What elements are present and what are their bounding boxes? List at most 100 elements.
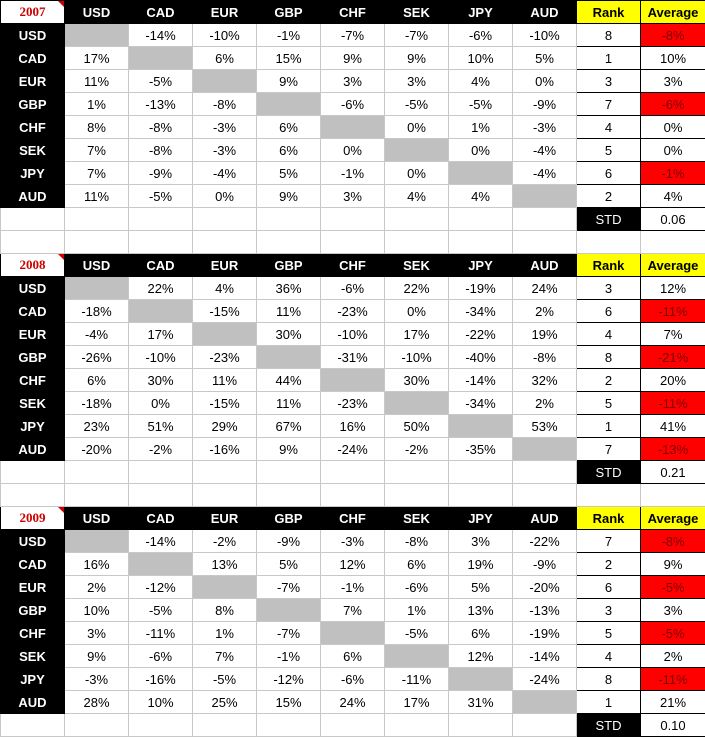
average-cell-negative[interactable]: -6% <box>640 92 705 116</box>
value-cell[interactable]: 3% <box>320 69 385 93</box>
value-cell[interactable]: 2% <box>512 391 577 415</box>
value-cell[interactable]: -12% <box>256 667 321 691</box>
value-cell[interactable]: 9% <box>384 46 449 70</box>
value-cell[interactable]: -4% <box>512 138 577 162</box>
diagonal-cell[interactable] <box>256 92 321 116</box>
year-label[interactable]: 2008 <box>0 253 65 277</box>
row-header[interactable]: AUD <box>0 184 65 208</box>
value-cell[interactable]: -3% <box>512 115 577 139</box>
value-cell[interactable]: 10% <box>64 598 129 622</box>
row-header[interactable]: CAD <box>0 46 65 70</box>
average-header[interactable]: Average <box>640 506 705 530</box>
value-cell[interactable]: 30% <box>256 322 321 346</box>
average-cell[interactable]: 3% <box>640 598 705 622</box>
empty-cell[interactable] <box>256 713 321 737</box>
value-cell[interactable]: 30% <box>384 368 449 392</box>
rank-cell[interactable]: 2 <box>576 184 641 208</box>
column-header[interactable]: JPY <box>448 253 513 277</box>
average-cell[interactable]: 0% <box>640 138 705 162</box>
diagonal-cell[interactable] <box>448 667 513 691</box>
value-cell[interactable]: 23% <box>64 414 129 438</box>
value-cell[interactable]: 44% <box>256 368 321 392</box>
average-cell[interactable]: 9% <box>640 552 705 576</box>
value-cell[interactable]: -1% <box>320 161 385 185</box>
value-cell[interactable]: 1% <box>448 115 513 139</box>
diagonal-cell[interactable] <box>192 69 257 93</box>
value-cell[interactable]: -9% <box>128 161 193 185</box>
value-cell[interactable]: 0% <box>448 138 513 162</box>
value-cell[interactable]: -10% <box>320 322 385 346</box>
value-cell[interactable]: 9% <box>256 184 321 208</box>
value-cell[interactable]: 3% <box>384 69 449 93</box>
rank-cell[interactable]: 6 <box>576 161 641 185</box>
average-cell-negative[interactable]: -5% <box>640 575 705 599</box>
average-cell[interactable]: 10% <box>640 46 705 70</box>
value-cell[interactable]: -4% <box>64 322 129 346</box>
diagonal-cell[interactable] <box>448 161 513 185</box>
value-cell[interactable]: 4% <box>448 69 513 93</box>
value-cell[interactable]: -9% <box>512 552 577 576</box>
value-cell[interactable]: -22% <box>448 322 513 346</box>
empty-cell[interactable] <box>320 460 385 484</box>
rank-cell[interactable]: 1 <box>576 690 641 714</box>
rank-cell[interactable]: 8 <box>576 345 641 369</box>
value-cell[interactable]: -16% <box>192 437 257 461</box>
value-cell[interactable]: 1% <box>192 621 257 645</box>
value-cell[interactable]: 0% <box>320 138 385 162</box>
empty-cell[interactable] <box>384 230 449 254</box>
diagonal-cell[interactable] <box>384 644 449 668</box>
empty-cell[interactable] <box>640 230 705 254</box>
empty-cell[interactable] <box>0 713 65 737</box>
empty-cell[interactable] <box>512 230 577 254</box>
diagonal-cell[interactable] <box>256 598 321 622</box>
column-header[interactable]: CAD <box>128 0 193 24</box>
rank-cell[interactable]: 4 <box>576 115 641 139</box>
value-cell[interactable]: -4% <box>192 161 257 185</box>
value-cell[interactable]: 17% <box>128 322 193 346</box>
column-header[interactable]: EUR <box>192 506 257 530</box>
empty-cell[interactable] <box>384 713 449 737</box>
column-header[interactable]: USD <box>64 0 129 24</box>
value-cell[interactable]: -15% <box>192 299 257 323</box>
row-header[interactable]: GBP <box>0 598 65 622</box>
empty-cell[interactable] <box>384 207 449 231</box>
std-value[interactable]: 0.10 <box>640 713 705 737</box>
value-cell[interactable]: 4% <box>384 184 449 208</box>
empty-cell[interactable] <box>0 483 65 507</box>
empty-cell[interactable] <box>192 230 257 254</box>
value-cell[interactable]: 5% <box>256 552 321 576</box>
rank-cell[interactable]: 3 <box>576 276 641 300</box>
value-cell[interactable]: -18% <box>64 299 129 323</box>
row-header[interactable]: EUR <box>0 69 65 93</box>
value-cell[interactable]: 9% <box>320 46 385 70</box>
value-cell[interactable]: -5% <box>192 667 257 691</box>
diagonal-cell[interactable] <box>512 690 577 714</box>
value-cell[interactable]: -14% <box>448 368 513 392</box>
value-cell[interactable]: -6% <box>320 667 385 691</box>
rank-header[interactable]: Rank <box>576 253 641 277</box>
value-cell[interactable]: -23% <box>192 345 257 369</box>
std-label[interactable]: STD <box>576 460 641 484</box>
column-header[interactable]: CHF <box>320 506 385 530</box>
column-header[interactable]: SEK <box>384 506 449 530</box>
value-cell[interactable]: 6% <box>192 46 257 70</box>
column-header[interactable]: EUR <box>192 0 257 24</box>
value-cell[interactable]: -2% <box>192 529 257 553</box>
value-cell[interactable]: 4% <box>448 184 513 208</box>
row-header[interactable]: SEK <box>0 644 65 668</box>
row-header[interactable]: EUR <box>0 575 65 599</box>
row-header[interactable]: CHF <box>0 368 65 392</box>
value-cell[interactable]: 17% <box>384 322 449 346</box>
empty-cell[interactable] <box>320 483 385 507</box>
average-cell-negative[interactable]: -11% <box>640 299 705 323</box>
value-cell[interactable]: 6% <box>256 138 321 162</box>
value-cell[interactable]: -4% <box>512 161 577 185</box>
empty-cell[interactable] <box>128 230 193 254</box>
value-cell[interactable]: 5% <box>256 161 321 185</box>
diagonal-cell[interactable] <box>64 276 129 300</box>
empty-cell[interactable] <box>256 460 321 484</box>
empty-cell[interactable] <box>448 460 513 484</box>
diagonal-cell[interactable] <box>128 552 193 576</box>
column-header[interactable]: CAD <box>128 506 193 530</box>
value-cell[interactable]: 31% <box>448 690 513 714</box>
